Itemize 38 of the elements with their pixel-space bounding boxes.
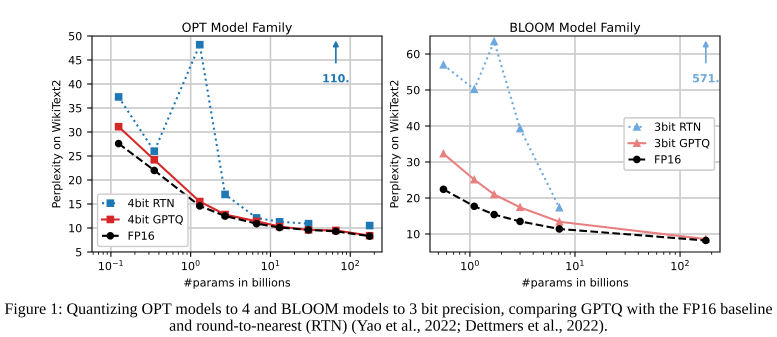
- y-tick-label: 20: [406, 194, 420, 202]
- y-axis-title: Perplexity on WikiText2: [52, 80, 63, 208]
- legend-label: FP16: [655, 155, 681, 164]
- caption: Figure 1: Quantizing OPT models to 4 and BLOOM models to 3 bit precision, comparing GPTQ with the FP16 baseline and round-to-nearest (RTN) (Yao et al., 2022; Dettmers et al., 2022).: [4, 302, 772, 334]
- x-axis-title: #params in billions: [522, 278, 628, 289]
- legend-label: FP16: [128, 231, 154, 240]
- x-tick-label: 10$^{0}$: [182, 260, 200, 270]
- y-axis-title: Perplexity on WikiText2: [390, 80, 401, 208]
- y-tick-label: 15: [69, 200, 82, 208]
- annotation: 110.: [323, 74, 348, 82]
- y-tick-label: 5: [76, 248, 82, 256]
- y-tick-label: 25: [68, 152, 82, 160]
- chart-title: BLOOM Model Family: [510, 22, 640, 34]
- annotation: 571.: [693, 74, 718, 82]
- x-tick-label: 10$^{2}$: [671, 260, 689, 270]
- x-tick-label: 10$^{2}$: [342, 260, 359, 270]
- legend-label: 4bit GPTQ: [128, 214, 183, 225]
- x-axis-title: #params in billions: [184, 278, 290, 289]
- y-tick-label: 50: [406, 86, 420, 94]
- y-tick-label: 60: [406, 50, 420, 58]
- x-tick-label: 10$^{−1}$: [99, 260, 123, 270]
- y-tick-label: 35: [68, 104, 82, 112]
- y-tick-label: 20: [68, 176, 82, 184]
- y-tick-label: 30: [406, 158, 420, 166]
- y-tick-label: 40: [68, 80, 82, 88]
- y-tick-label: 10: [69, 224, 82, 232]
- y-tick-label: 40: [406, 122, 420, 130]
- y-tick-label: 45: [68, 56, 82, 64]
- legend-label: 3bit GPTQ: [654, 138, 710, 148]
- legend-label: 3bit RTN: [654, 122, 700, 131]
- x-tick-label: 10$^{1}$: [566, 260, 584, 270]
- chart-title: OPT Model Family: [182, 22, 292, 34]
- y-tick-label: 30: [68, 128, 82, 136]
- x-tick-label: 10$^{1}$: [262, 260, 280, 270]
- x-tick-label: 10$^{0}$: [461, 260, 479, 270]
- y-tick-label: 10: [407, 230, 420, 238]
- y-tick-label: 50: [68, 32, 82, 40]
- legend-label: 4bit RTN: [128, 198, 174, 208]
